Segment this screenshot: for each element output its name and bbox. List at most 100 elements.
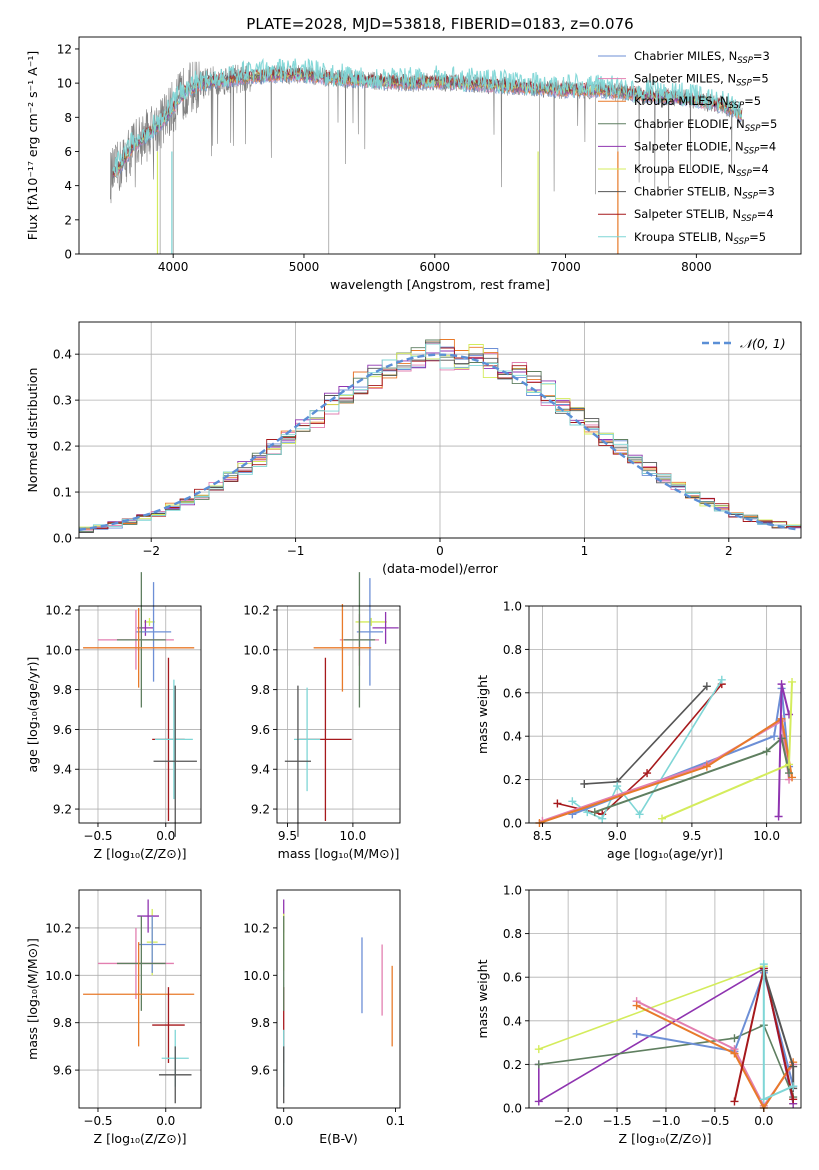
y-tick-label: 9.6 [251, 1064, 270, 1078]
y-tick-label: 10.0 [45, 969, 72, 983]
weight-marker [730, 1049, 739, 1058]
y-tick-label: 0.4 [503, 730, 522, 744]
weight-marker [632, 1001, 641, 1010]
weight-marker [759, 960, 768, 969]
y-tick-label: 0.2 [53, 440, 72, 454]
y-tick-label: 10.2 [243, 921, 270, 935]
y-tick-label: 0.1 [53, 486, 72, 500]
y-tick-label: 10.2 [243, 603, 270, 617]
x-tick-label: 2 [725, 544, 733, 558]
x-tick-label: 8.5 [533, 829, 552, 843]
x-tick-label: 0 [436, 544, 444, 558]
axes-frame [78, 889, 202, 1109]
weight-marker [785, 760, 794, 769]
y-tick-label: 10.2 [45, 603, 72, 617]
y-tick-label: 12 [57, 42, 72, 56]
x-tick-label: −0.5 [83, 829, 112, 843]
y-tick-label: 10.2 [45, 921, 72, 935]
weight-line-6 [636, 1004, 795, 1110]
y-tick-label: 9.8 [251, 683, 270, 697]
weight-line-7 [594, 736, 790, 814]
legend-label: Chabrier ELODIE, NSSP=5 [634, 117, 777, 134]
y-tick-label: 0.0 [503, 817, 522, 831]
axes-frame [276, 889, 401, 1109]
y-axis-label: age [log₁₀(age/yr)] [25, 657, 40, 773]
x-tick-label: −0.5 [83, 1114, 112, 1128]
x-tick-label: −0.5 [700, 1114, 729, 1128]
weight-marker [762, 747, 771, 756]
spectrum-panel: 4000 5000 6000 7000 8000 0 2 4 6 8 10 12 wavelength … [25, 36, 802, 292]
y-tick-label: 0.4 [503, 1014, 522, 1028]
axes-frame [528, 605, 802, 824]
weight-marker [534, 1097, 543, 1106]
x-axis-label: age [log₁₀(age/yr)] [607, 846, 723, 861]
y-tick-label: 0.4 [53, 348, 72, 362]
weight-marker [590, 808, 599, 817]
x-tick-label: −2 [142, 544, 160, 558]
y-tick-label: 9.6 [53, 1064, 72, 1078]
y-tick-label: 2 [64, 213, 72, 227]
x-tick-label: 9.5 [278, 829, 297, 843]
legend-label: Kroupa MILES, NSSP=5 [634, 94, 761, 111]
y-tick-label: 0.8 [503, 643, 522, 657]
x-tick-label: 1 [581, 544, 589, 558]
x-tick-label: 0.0 [156, 829, 175, 843]
y-tick-label: 9.6 [251, 723, 270, 737]
x-axis-label: Z [log₁₀(Z/Z⊙)] [619, 1131, 712, 1146]
axes-frame [276, 605, 401, 824]
y-tick-label: 10.0 [243, 969, 270, 983]
legend-label: Salpeter MILES, NSSP=5 [634, 72, 769, 89]
weight-marker [789, 1062, 798, 1071]
x-tick-label: 0.0 [156, 1114, 175, 1128]
y-tick-label: 1.0 [503, 884, 522, 898]
model-spectrum-9 [112, 57, 743, 177]
weight-marker [632, 1029, 641, 1038]
y-tick-label: 0.3 [53, 394, 72, 408]
x-tick-label: 8000 [681, 260, 712, 274]
weight-marker [730, 1034, 739, 1043]
weight-marker [568, 797, 577, 806]
age-vs-Z-panel: −0.5 0.0 9.2 9.4 9.6 9.8 10.0 10.2 Z [log₁₀(Z/Z⊙… [25, 572, 202, 861]
y-tick-label: 8 [64, 111, 72, 125]
y-axis-label: mass weight [475, 959, 490, 1038]
spectrum-legend: Chabrier MILES, NSSP=3 Salpeter MILES, NS… [598, 49, 777, 247]
weight-marker [788, 677, 797, 686]
y-axis-label: mass [log₁₀(M/M⊙)] [25, 938, 40, 1060]
y-tick-label: 9.4 [53, 763, 72, 777]
weight-line-6 [539, 717, 793, 824]
y-tick-label: 0.2 [503, 1058, 522, 1072]
weight-line-2 [557, 683, 723, 816]
x-tick-label: 9.5 [682, 829, 701, 843]
weight-marker [534, 1045, 543, 1054]
spectrum-plot-area [110, 57, 743, 254]
weight-marker [730, 1097, 739, 1106]
weight-marker [717, 675, 726, 684]
weight-marker [777, 680, 786, 689]
x-axis-label: Z [log₁₀(Z/Z⊙)] [94, 1131, 187, 1146]
y-tick-label: 9.8 [53, 683, 72, 697]
weight-marker [613, 782, 622, 791]
x-tick-label: −1.0 [651, 1114, 680, 1128]
x-axis-label: (data-model)/error [382, 561, 499, 576]
x-tick-label: 10.0 [753, 829, 780, 843]
gaussian-curve [78, 353, 799, 532]
y-tick-label: 0.0 [53, 532, 72, 546]
legend-label: Chabrier MILES, NSSP=3 [634, 49, 770, 66]
legend-label: Kroupa STELIB, NSSP=5 [634, 230, 766, 247]
x-tick-label: −1.5 [602, 1114, 631, 1128]
y-tick-label: 0.0 [503, 1102, 522, 1116]
y-tick-label: 6 [64, 145, 72, 159]
figure-title: PLATE=2028, MJD=53818, FIBERID=0183, z=0… [246, 15, 633, 33]
y-axis-label: Flux [fλ10⁻¹⁷ erg cm⁻² s⁻¹ A⁻¹] [25, 51, 40, 240]
x-tick-label: 5000 [289, 260, 320, 274]
weight-marker [774, 812, 783, 821]
legend-label: Salpeter STELIB, NSSP=4 [634, 207, 774, 224]
weight-marker [770, 732, 779, 741]
legend-label: Salpeter ELODIE, NSSP=4 [634, 139, 776, 156]
y-tick-label: 10.0 [45, 643, 72, 657]
x-axis-label: E(B-V) [319, 1131, 358, 1146]
weight-marker [702, 682, 711, 691]
y-tick-label: 4 [64, 179, 72, 193]
x-tick-label: 0.0 [754, 1114, 773, 1128]
